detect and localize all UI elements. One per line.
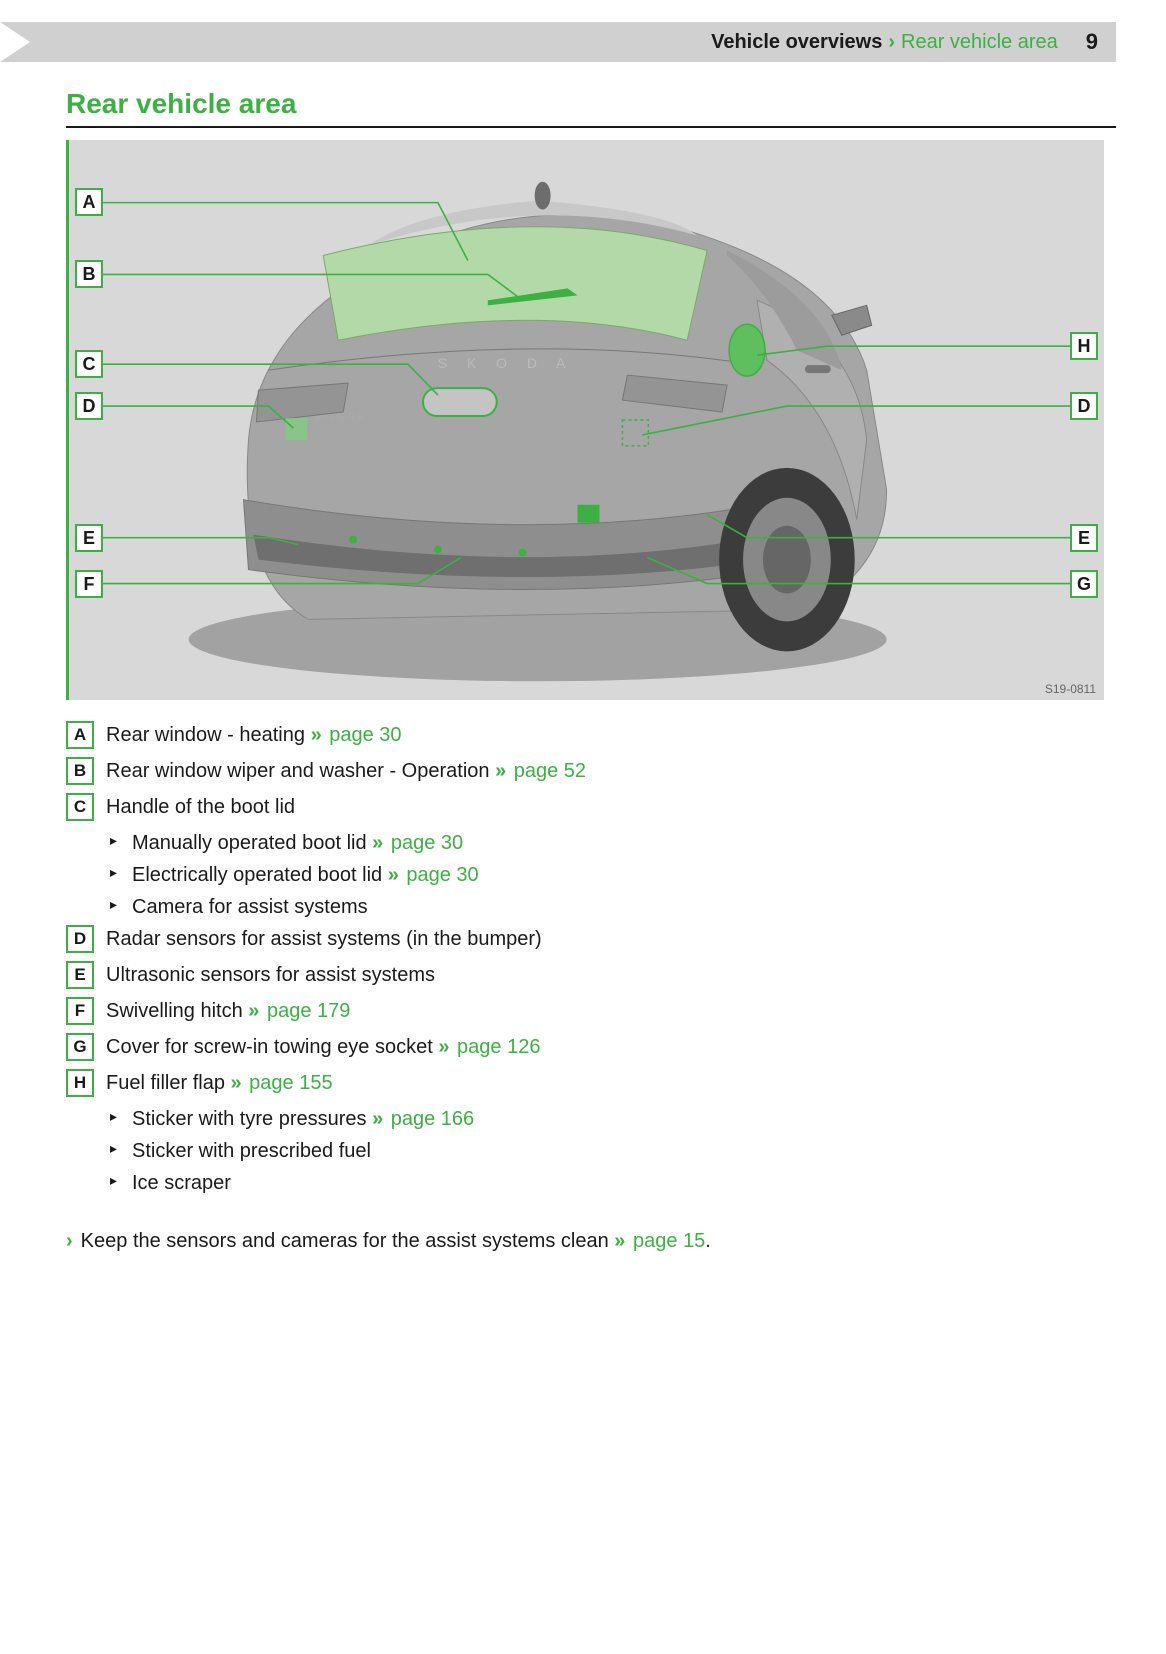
- legend-text: Swivelling hitch » page 179: [106, 996, 1116, 1026]
- legend-letter: F: [66, 997, 94, 1025]
- legend-letter: C: [66, 793, 94, 821]
- legend-row-E: E Ultrasonic sensors for assist systems: [66, 960, 1116, 990]
- diagram-callout-H: H: [1070, 332, 1098, 360]
- page-reference[interactable]: » page 30: [388, 864, 479, 886]
- legend-text: Radar sensors for assist systems (in the…: [106, 924, 1116, 954]
- diagram-callout-B: B: [75, 260, 103, 288]
- diagram-callout-G: G: [1070, 570, 1098, 598]
- diagram-callout-E-right: E: [1070, 524, 1098, 552]
- header-chapter: Vehicle overviews: [711, 31, 882, 54]
- diagram-callout-F: F: [75, 570, 103, 598]
- legend-subitem: Sticker with tyre pressures » page 166: [110, 1104, 1116, 1134]
- breadcrumb-separator: ›: [888, 31, 895, 54]
- legend-letter: H: [66, 1069, 94, 1097]
- instruction-bullet-icon: ›: [66, 1226, 73, 1256]
- car-illustration: S K O D A SUPERB: [69, 140, 1104, 700]
- diagram-callout-E-left: E: [75, 524, 103, 552]
- legend-row-D: D Radar sensors for assist systems (in t…: [66, 924, 1116, 954]
- legend-row-G: G Cover for screw-in towing eye socket »…: [66, 1032, 1116, 1062]
- page-header: Vehicle overviews › Rear vehicle area 9: [0, 22, 1116, 62]
- legend-subitem: Electrically operated boot lid » page 30: [110, 860, 1116, 890]
- legend-letter: B: [66, 757, 94, 785]
- legend-letter: E: [66, 961, 94, 989]
- diagram-callout-D-right: D: [1070, 392, 1098, 420]
- page-reference[interactable]: » page 52: [495, 760, 586, 782]
- section-title: Rear vehicle area: [66, 88, 1116, 128]
- legend-letter: D: [66, 925, 94, 953]
- legend-row-B: B Rear window wiper and washer - Operati…: [66, 756, 1116, 786]
- svg-text:S K O D A: S K O D A: [438, 355, 573, 371]
- legend-text: Handle of the boot lid: [106, 792, 1116, 822]
- page-reference[interactable]: » page 179: [248, 1000, 350, 1022]
- legend-letter: A: [66, 721, 94, 749]
- legend-subitem: Manually operated boot lid » page 30: [110, 828, 1116, 858]
- legend-subitem: Camera for assist systems: [110, 892, 1116, 922]
- legend-row-H: H Fuel filler flap » page 155: [66, 1068, 1116, 1098]
- legend-list: A Rear window - heating » page 30 B Rear…: [66, 720, 1116, 1256]
- diagram-id: S19-0811: [1045, 682, 1096, 696]
- diagram-callout-A: A: [75, 188, 103, 216]
- page-reference[interactable]: » page 126: [438, 1036, 540, 1058]
- page-reference[interactable]: » page 30: [311, 724, 402, 746]
- page-reference[interactable]: » page 15: [614, 1230, 705, 1252]
- page-reference[interactable]: » page 30: [372, 832, 463, 854]
- legend-row-A: A Rear window - heating » page 30: [66, 720, 1116, 750]
- legend-text: Rear window wiper and washer - Operation…: [106, 756, 1116, 786]
- page-reference[interactable]: » page 166: [372, 1108, 474, 1130]
- legend-row-F: F Swivelling hitch » page 179: [66, 996, 1116, 1026]
- page-reference[interactable]: » page 155: [231, 1072, 333, 1094]
- legend-text: Fuel filler flap » page 155: [106, 1068, 1116, 1098]
- legend-text: Ultrasonic sensors for assist systems: [106, 960, 1116, 990]
- diagram-callout-C: C: [75, 350, 103, 378]
- legend-letter: G: [66, 1033, 94, 1061]
- vehicle-diagram: S K O D A SUPERB: [66, 140, 1104, 700]
- legend-sublist: Manually operated boot lid » page 30Elec…: [66, 828, 1116, 922]
- legend-subitem: Ice scraper: [110, 1168, 1116, 1198]
- header-section: Rear vehicle area: [901, 31, 1058, 54]
- legend-text: Rear window - heating » page 30: [106, 720, 1116, 750]
- legend-sublist: Sticker with tyre pressures » page 166St…: [66, 1104, 1116, 1198]
- legend-subitem: Sticker with prescribed fuel: [110, 1136, 1116, 1166]
- diagram-callout-D-left: D: [75, 392, 103, 420]
- page-number: 9: [1086, 29, 1098, 55]
- instruction-text: Keep the sensors and cameras for the ass…: [81, 1226, 711, 1256]
- instruction-line: › Keep the sensors and cameras for the a…: [66, 1226, 1116, 1256]
- legend-text: Cover for screw-in towing eye socket » p…: [106, 1032, 1116, 1062]
- legend-row-C: C Handle of the boot lid: [66, 792, 1116, 822]
